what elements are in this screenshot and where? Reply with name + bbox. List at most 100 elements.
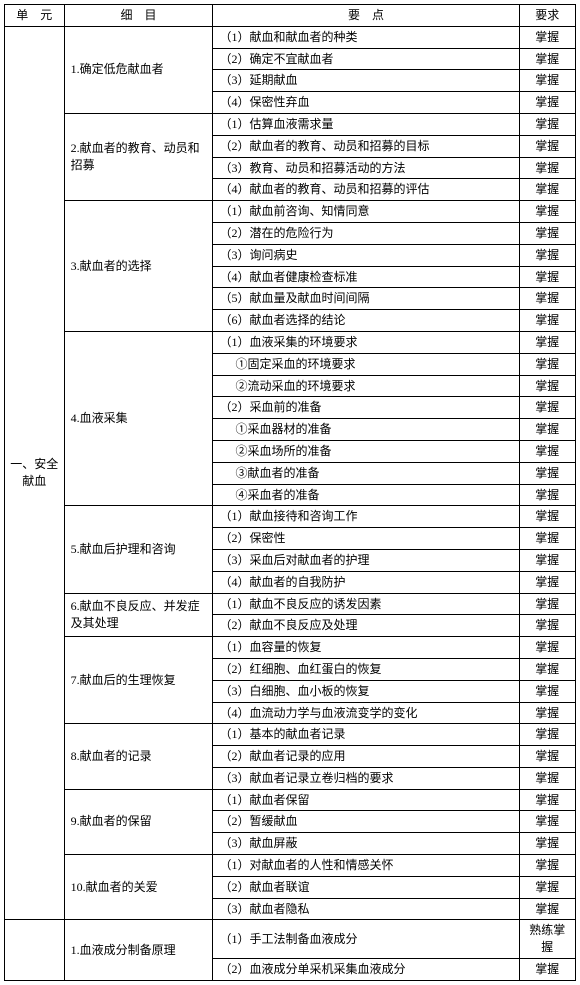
req-cell: 掌握 [519, 201, 576, 223]
table-row: 5.献血后护理和咨询（1）献血接待和咨询工作掌握 [5, 506, 576, 528]
req-cell: 掌握 [519, 637, 576, 659]
header-point: 要 点 [213, 5, 519, 27]
unit-cell [5, 920, 65, 980]
point-cell: （2）确定不宜献血者 [213, 48, 519, 70]
req-cell: 掌握 [519, 92, 576, 114]
req-cell: 掌握 [519, 615, 576, 637]
point-cell: （2）暂缓献血 [213, 811, 519, 833]
req-cell: 掌握 [519, 310, 576, 332]
req-cell: 掌握 [519, 746, 576, 768]
point-cell: ③献血者的准备 [213, 462, 519, 484]
req-cell: 熟练掌握 [519, 920, 576, 959]
req-cell: 掌握 [519, 353, 576, 375]
req-cell: 掌握 [519, 528, 576, 550]
req-cell: 掌握 [519, 135, 576, 157]
req-cell: 掌握 [519, 811, 576, 833]
point-cell: （1）献血不良反应的诱发因素 [213, 593, 519, 615]
req-cell: 掌握 [519, 855, 576, 877]
req-cell: 掌握 [519, 26, 576, 48]
table-row: 8.献血者的记录（1）基本的献血者记录掌握 [5, 724, 576, 746]
header-req: 要求 [519, 5, 576, 27]
table-row: 4.血液采集（1）血液采集的环境要求掌握 [5, 331, 576, 353]
detail-cell: 10.献血者的关爱 [64, 855, 213, 920]
point-cell: ①固定采血的环境要求 [213, 353, 519, 375]
point-cell: （2）献血不良反应及处理 [213, 615, 519, 637]
point-cell: （1）血容量的恢复 [213, 637, 519, 659]
detail-cell: 2.献血者的教育、动员和招募 [64, 113, 213, 200]
req-cell: 掌握 [519, 375, 576, 397]
point-cell: （3）延期献血 [213, 70, 519, 92]
req-cell: 掌握 [519, 157, 576, 179]
point-cell: （3）采血后对献血者的护理 [213, 549, 519, 571]
req-cell: 掌握 [519, 506, 576, 528]
req-cell: 掌握 [519, 244, 576, 266]
req-cell: 掌握 [519, 898, 576, 920]
point-cell: （2）采血前的准备 [213, 397, 519, 419]
table-row: 3.献血者的选择（1）献血前咨询、知情同意掌握 [5, 201, 576, 223]
header-unit: 单 元 [5, 5, 65, 27]
point-cell: （2）红细胞、血红蛋白的恢复 [213, 658, 519, 680]
unit-cell: 一、安全献血 [5, 26, 65, 920]
detail-cell: 7.献血后的生理恢复 [64, 637, 213, 724]
point-cell: （1）基本的献血者记录 [213, 724, 519, 746]
req-cell: 掌握 [519, 959, 576, 981]
point-cell: （2）献血者的教育、动员和招募的目标 [213, 135, 519, 157]
point-cell: （5）献血量及献血时间间隔 [213, 288, 519, 310]
req-cell: 掌握 [519, 288, 576, 310]
req-cell: 掌握 [519, 833, 576, 855]
point-cell: （2）血液成分单采机采集血液成分 [213, 959, 519, 981]
point-cell: （1）献血前咨询、知情同意 [213, 201, 519, 223]
req-cell: 掌握 [519, 724, 576, 746]
detail-cell: 3.献血者的选择 [64, 201, 213, 332]
table-row: 1.血液成分制备原理（1）手工法制备血液成分熟练掌握 [5, 920, 576, 959]
point-cell: （3）询问病史 [213, 244, 519, 266]
point-cell: （4）保密性弃血 [213, 92, 519, 114]
point-cell: （1）对献血者的人性和情感关怀 [213, 855, 519, 877]
req-cell: 掌握 [519, 484, 576, 506]
table-row: 6.献血不良反应、并发症及其处理（1）献血不良反应的诱发因素掌握 [5, 593, 576, 615]
detail-cell: 6.献血不良反应、并发症及其处理 [64, 593, 213, 637]
point-cell: （1）献血和献血者的种类 [213, 26, 519, 48]
point-cell: （2）潜在的危险行为 [213, 222, 519, 244]
point-cell: （3）献血者隐私 [213, 898, 519, 920]
point-cell: （3）献血者记录立卷归档的要求 [213, 767, 519, 789]
req-cell: 掌握 [519, 222, 576, 244]
detail-cell: 1.确定低危献血者 [64, 26, 213, 113]
req-cell: 掌握 [519, 419, 576, 441]
point-cell: （4）献血者健康检查标准 [213, 266, 519, 288]
req-cell: 掌握 [519, 767, 576, 789]
req-cell: 掌握 [519, 462, 576, 484]
req-cell: 掌握 [519, 593, 576, 615]
point-cell: （1）手工法制备血液成分 [213, 920, 519, 959]
point-cell: （2）献血者联谊 [213, 876, 519, 898]
point-cell: （1）估算血液需求量 [213, 113, 519, 135]
point-cell: （1）献血者保留 [213, 789, 519, 811]
detail-cell: 9.献血者的保留 [64, 789, 213, 854]
point-cell: （2）保密性 [213, 528, 519, 550]
point-cell: （4）献血者的自我防护 [213, 571, 519, 593]
table-row: 9.献血者的保留（1）献血者保留掌握 [5, 789, 576, 811]
point-cell: （4）献血者的教育、动员和招募的评估 [213, 179, 519, 201]
req-cell: 掌握 [519, 702, 576, 724]
table-row: 一、安全献血1.确定低危献血者（1）献血和献血者的种类掌握 [5, 26, 576, 48]
detail-cell: 4.血液采集 [64, 331, 213, 505]
detail-cell: 1.血液成分制备原理 [64, 920, 213, 980]
req-cell: 掌握 [519, 397, 576, 419]
point-cell: ②采血场所的准备 [213, 440, 519, 462]
req-cell: 掌握 [519, 549, 576, 571]
table-row: 10.献血者的关爱（1）对献血者的人性和情感关怀掌握 [5, 855, 576, 877]
point-cell: ②流动采血的环境要求 [213, 375, 519, 397]
detail-cell: 8.献血者的记录 [64, 724, 213, 789]
req-cell: 掌握 [519, 440, 576, 462]
header-row: 单 元 细 目 要 点 要求 [5, 5, 576, 27]
point-cell: （4）血流动力学与血液流变学的变化 [213, 702, 519, 724]
req-cell: 掌握 [519, 266, 576, 288]
req-cell: 掌握 [519, 571, 576, 593]
header-detail: 细 目 [64, 5, 213, 27]
detail-cell: 5.献血后护理和咨询 [64, 506, 213, 593]
req-cell: 掌握 [519, 876, 576, 898]
req-cell: 掌握 [519, 179, 576, 201]
point-cell: （3）献血屏蔽 [213, 833, 519, 855]
req-cell: 掌握 [519, 680, 576, 702]
point-cell: ①采血器材的准备 [213, 419, 519, 441]
